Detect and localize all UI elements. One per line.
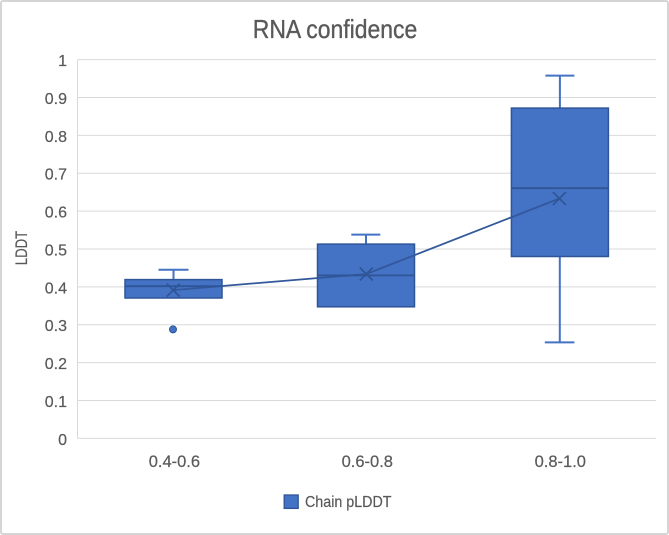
svg-text:0.3: 0.3: [45, 318, 67, 335]
svg-text:0.4-0.6: 0.4-0.6: [149, 453, 200, 471]
svg-text:0.9: 0.9: [45, 91, 67, 108]
svg-text:RNA confidence: RNA confidence: [253, 14, 418, 44]
svg-text:0.8: 0.8: [45, 129, 67, 146]
svg-text:0.7: 0.7: [45, 167, 67, 184]
svg-text:LDDT: LDDT: [13, 231, 31, 266]
svg-text:0.4: 0.4: [45, 280, 67, 297]
svg-text:Chain pLDDT: Chain pLDDT: [305, 494, 392, 511]
svg-text:0.1: 0.1: [45, 394, 67, 411]
svg-text:0.8-1.0: 0.8-1.0: [535, 453, 586, 471]
svg-text:0.2: 0.2: [45, 356, 67, 373]
svg-text:1: 1: [58, 53, 67, 70]
svg-text:0: 0: [58, 432, 67, 449]
svg-text:0.6: 0.6: [45, 205, 67, 222]
svg-text:0.5: 0.5: [45, 242, 67, 259]
svg-text:0.6-0.8: 0.6-0.8: [342, 453, 393, 471]
